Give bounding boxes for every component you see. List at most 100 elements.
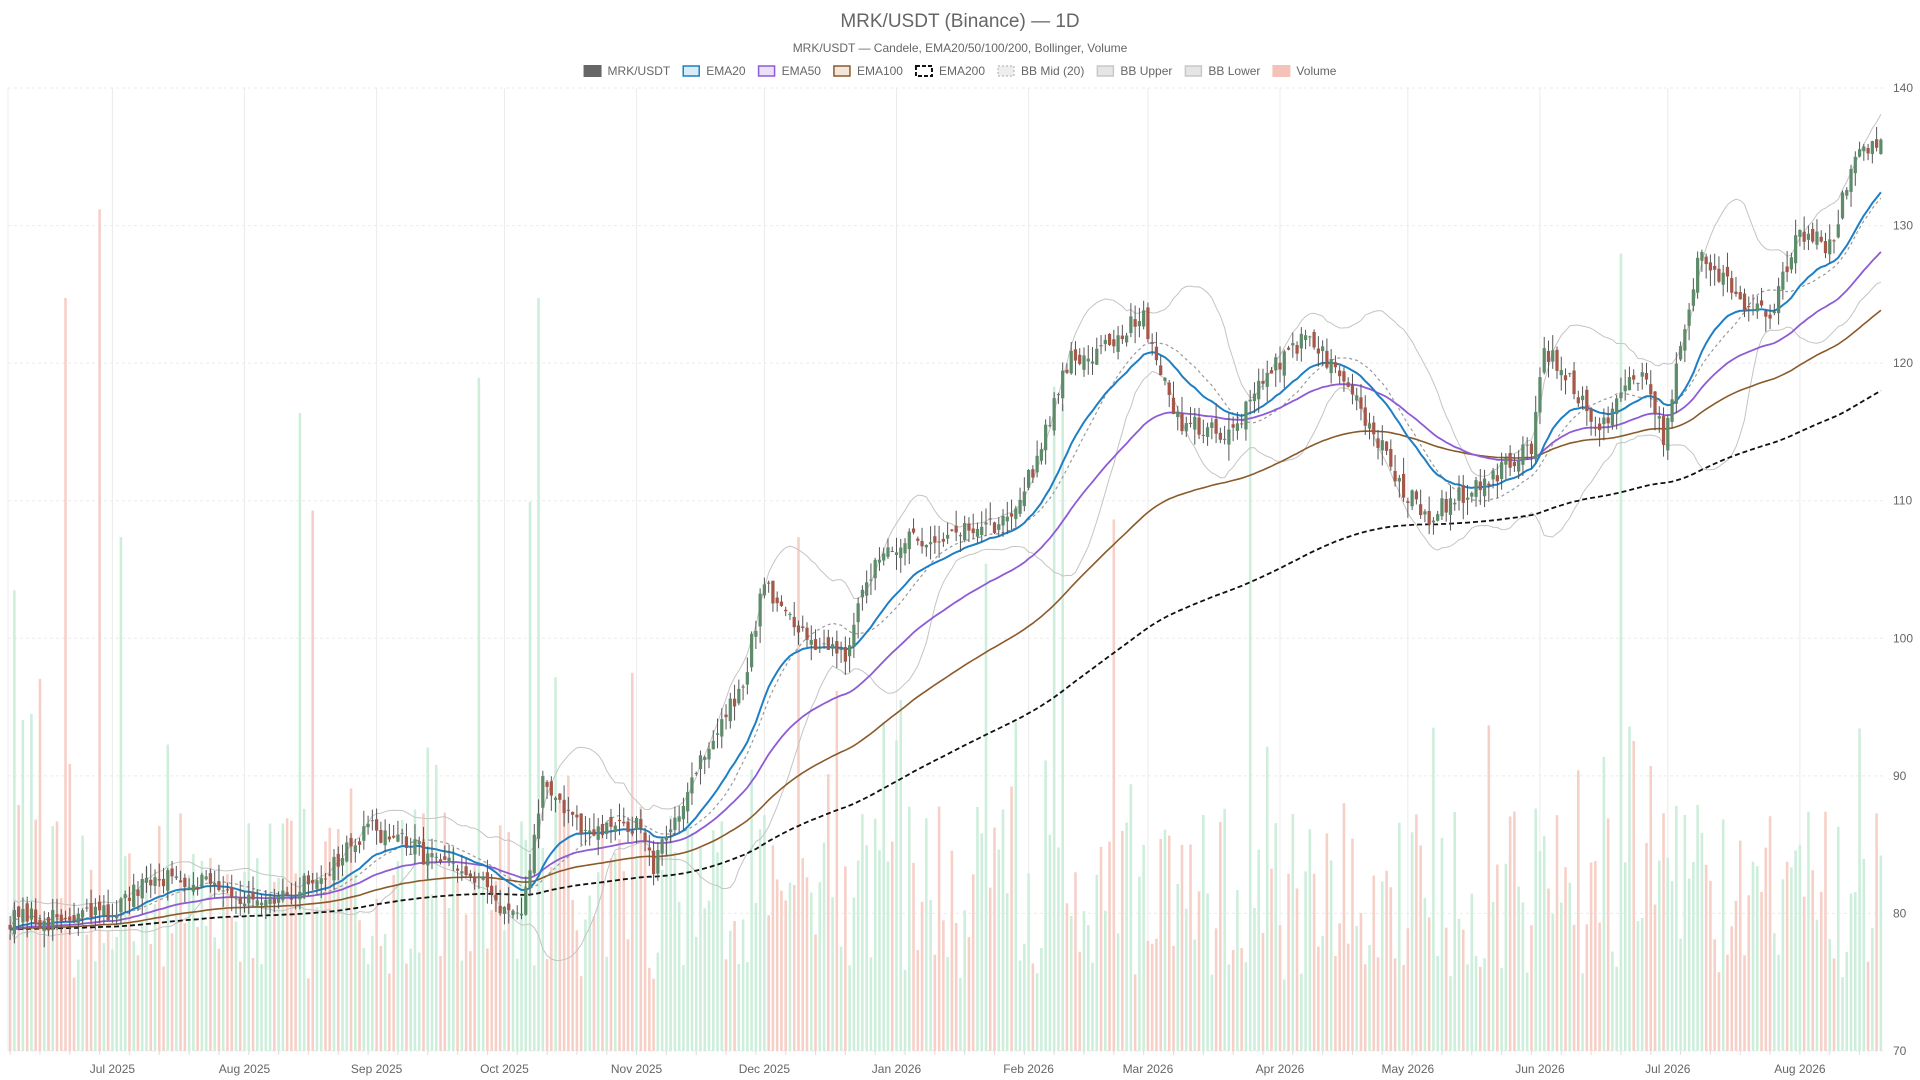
volume-bar (128, 853, 131, 1051)
candle (1350, 373, 1355, 405)
candle-body (1261, 380, 1265, 384)
volume-bar (959, 977, 962, 1051)
candle-body (1363, 407, 1367, 426)
candle-body (1201, 434, 1205, 436)
candle (170, 860, 174, 884)
volume-bar (993, 827, 996, 1051)
candle-body (468, 873, 472, 878)
volume-bar (311, 510, 314, 1051)
candle (208, 868, 213, 893)
candle (988, 502, 992, 526)
volume-bar (1206, 893, 1209, 1051)
volume-bar (1398, 822, 1401, 1051)
legend-item[interactable]: EMA100 (833, 64, 903, 78)
volume-bar (379, 946, 383, 1051)
candle (51, 898, 55, 941)
candle (1146, 302, 1150, 343)
candle-body (366, 823, 370, 828)
candle (1670, 389, 1674, 429)
candle-body (937, 541, 941, 543)
candle (306, 870, 311, 896)
candle (536, 799, 541, 849)
legend-item[interactable]: EMA200 (914, 64, 985, 78)
volume-bar (1521, 902, 1525, 1051)
candle-body (924, 544, 928, 548)
candle (1082, 347, 1086, 377)
volume-bar (1743, 955, 1746, 1051)
candle-body (562, 799, 566, 814)
candle-body (1576, 397, 1580, 404)
candle (285, 886, 289, 896)
candle-body (1755, 303, 1759, 312)
candle-body (1082, 355, 1086, 370)
volume-bar (797, 537, 800, 1051)
volume-bar (976, 806, 979, 1051)
candle-body (110, 915, 115, 917)
candle-body (835, 641, 839, 654)
candle-body (1734, 291, 1738, 295)
volume-bar (605, 956, 608, 1051)
candle (532, 824, 536, 876)
volume-bar (1828, 938, 1832, 1051)
candle-body (1312, 331, 1316, 348)
volume-bar (865, 845, 868, 1051)
candle-body (528, 870, 532, 889)
volume-bar (1035, 973, 1039, 1051)
x-tick-label: Feb 2026 (1003, 1062, 1054, 1076)
candle (1065, 363, 1069, 375)
legend-item[interactable]: BB Mid (20) (997, 64, 1084, 78)
legend-item[interactable]: BB Lower (1184, 64, 1260, 78)
candle-body (102, 905, 106, 916)
candle-body (25, 903, 29, 922)
candle (1508, 445, 1512, 477)
candle (251, 876, 255, 908)
candle (954, 510, 958, 542)
candle-body (1393, 470, 1397, 482)
candle-body (1274, 357, 1278, 371)
legend-item[interactable]: EMA20 (682, 64, 746, 78)
volume-bar (1594, 861, 1597, 1051)
candle (830, 637, 835, 657)
volume-bar (1082, 911, 1086, 1051)
volume-bar (332, 876, 336, 1051)
volume-bar (85, 934, 89, 1051)
candle (149, 863, 153, 899)
candle (1022, 477, 1026, 512)
candle-body (541, 776, 545, 808)
volume-bar (1747, 895, 1751, 1051)
candle-body (289, 898, 293, 900)
candle-body (549, 781, 553, 796)
candle (1120, 324, 1124, 345)
candle (771, 580, 775, 612)
candle (430, 838, 434, 870)
volume-bar (243, 871, 246, 1051)
legend-item[interactable]: Volume (1272, 64, 1337, 78)
legend-item[interactable]: EMA50 (757, 64, 822, 78)
candle (1734, 276, 1738, 297)
volume-bar (396, 861, 400, 1051)
volume-bar (25, 923, 29, 1051)
candle-body (1534, 411, 1538, 460)
candle-body (200, 874, 204, 887)
candle-body (76, 913, 80, 923)
candle (958, 532, 963, 552)
candle-body (813, 639, 818, 650)
candle-body (1026, 469, 1031, 488)
candle-body (1265, 372, 1269, 387)
candle (1159, 355, 1163, 376)
legend-item[interactable]: MRK/USDT (583, 64, 671, 78)
candle-body (1431, 520, 1436, 523)
candle-body (792, 616, 796, 628)
volume-bar (571, 899, 574, 1051)
volume-bar (1479, 966, 1482, 1051)
candle-body (1099, 345, 1103, 347)
candle (1073, 341, 1078, 376)
candle (289, 882, 293, 905)
candle-body (703, 757, 707, 760)
candle-body (42, 920, 46, 932)
legend-item[interactable]: BB Upper (1096, 64, 1172, 78)
candle (144, 865, 149, 893)
candle (1372, 415, 1376, 447)
candle (741, 684, 745, 701)
candle (1789, 252, 1793, 274)
